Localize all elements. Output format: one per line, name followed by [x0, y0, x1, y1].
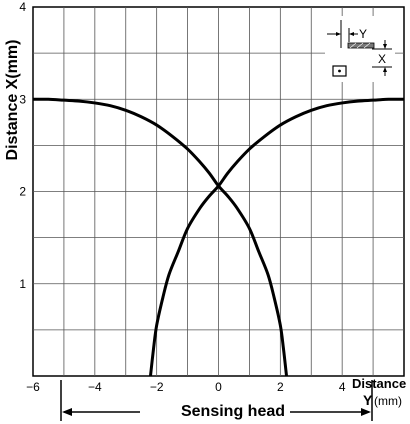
x-axis-title-line1: Distance: [352, 376, 406, 391]
y-axis-title: Distance X(mm): [4, 40, 21, 161]
x-tick-label: −4: [88, 380, 102, 394]
series-line-2: [32, 97, 289, 377]
right-arrow-head: [361, 408, 371, 416]
x-tick-label: −6: [26, 380, 40, 394]
x-tick-labels: −6 −4 −2 0 2 4: [26, 380, 346, 394]
x-tick-label: 0: [215, 380, 222, 394]
y-tick-label: 4: [19, 0, 26, 14]
left-arrow-head: [62, 408, 72, 416]
sensing-head-indicator: Sensing head: [60, 380, 373, 421]
x-tick-label: −2: [150, 380, 164, 394]
inset-x-label: X: [378, 52, 386, 66]
series-line-1: [148, 97, 405, 377]
x-axis-unit: (mm): [374, 394, 402, 408]
series-group: [32, 97, 405, 377]
x-tick-label: 4: [339, 380, 346, 394]
sensing-head-label: Sensing head: [181, 403, 285, 420]
y-tick-label: 2: [19, 185, 26, 199]
grid: [33, 7, 404, 376]
y-tick-label: 1: [19, 277, 26, 291]
x-axis-title-line2: Y: [363, 392, 373, 408]
target-plate: [347, 42, 375, 49]
inset-diagram: Y X: [325, 16, 395, 82]
y-tick-label: 3: [19, 92, 26, 106]
x-tick-label: 2: [277, 380, 284, 394]
y-tick-labels: 1 2 3 4: [19, 0, 26, 291]
inset-y-label: Y: [359, 27, 367, 41]
sensing-head-dot: [338, 69, 341, 73]
